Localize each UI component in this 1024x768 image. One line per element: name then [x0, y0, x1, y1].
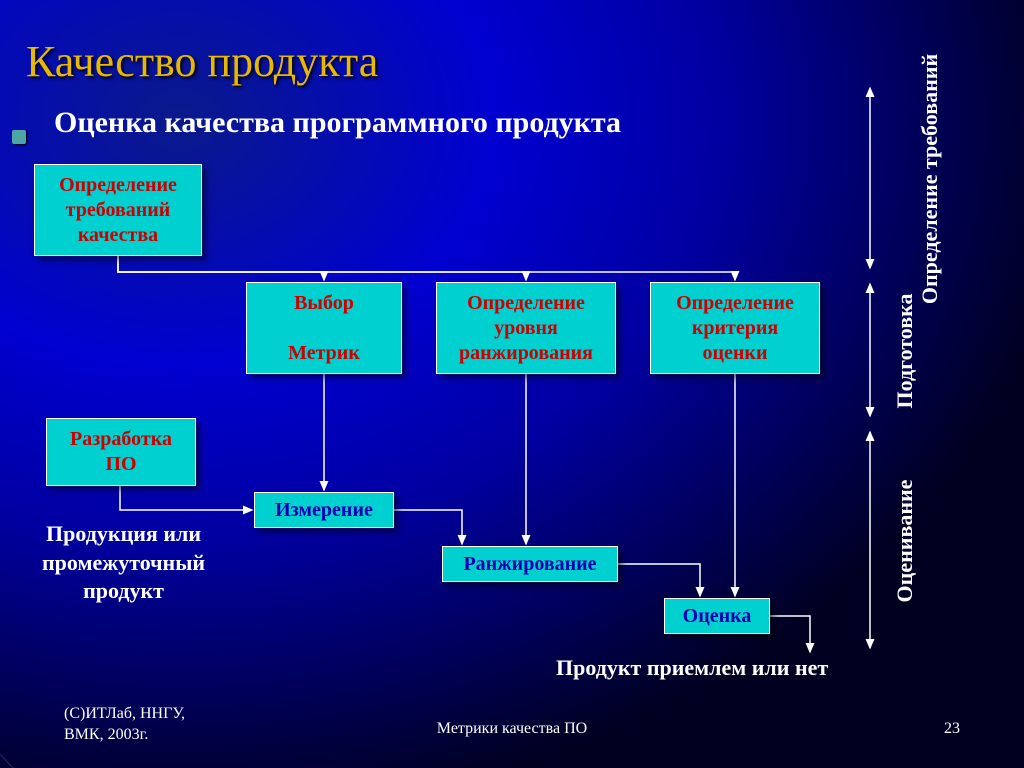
slide: Качество продукта Оценка качества програ… — [0, 0, 1024, 768]
vlabel-req_def: Определение требований — [917, 49, 943, 309]
box-ranklvl: Определениеуровняранжирования — [436, 282, 616, 374]
box-develop: РазработкаПО — [46, 418, 196, 486]
box-criteria: Определениекритерияоценки — [650, 282, 820, 374]
slide-title: Качество продукта — [26, 36, 378, 87]
box-measure: Измерение — [254, 492, 394, 528]
page-number: 23 — [944, 720, 960, 738]
slide-subtitle: Оценка качества программного продукта — [54, 106, 621, 140]
vlabel-prep: Подготовка — [892, 261, 918, 441]
box-metrics: Выбор Метрик — [246, 282, 402, 374]
label-product: Продукция илипромежуточныйпродукт — [42, 520, 205, 606]
box-eval: Оценка — [664, 598, 770, 634]
box-rank: Ранжирование — [442, 546, 618, 582]
box-req: Определениетребованийкачества — [34, 164, 202, 256]
label-result: Продукт приемлем или нет — [556, 654, 828, 683]
vlabel-evaln: Оценивание — [892, 441, 918, 641]
bullet-icon — [12, 130, 26, 144]
footer-title: Метрики качества ПО — [0, 720, 1024, 738]
